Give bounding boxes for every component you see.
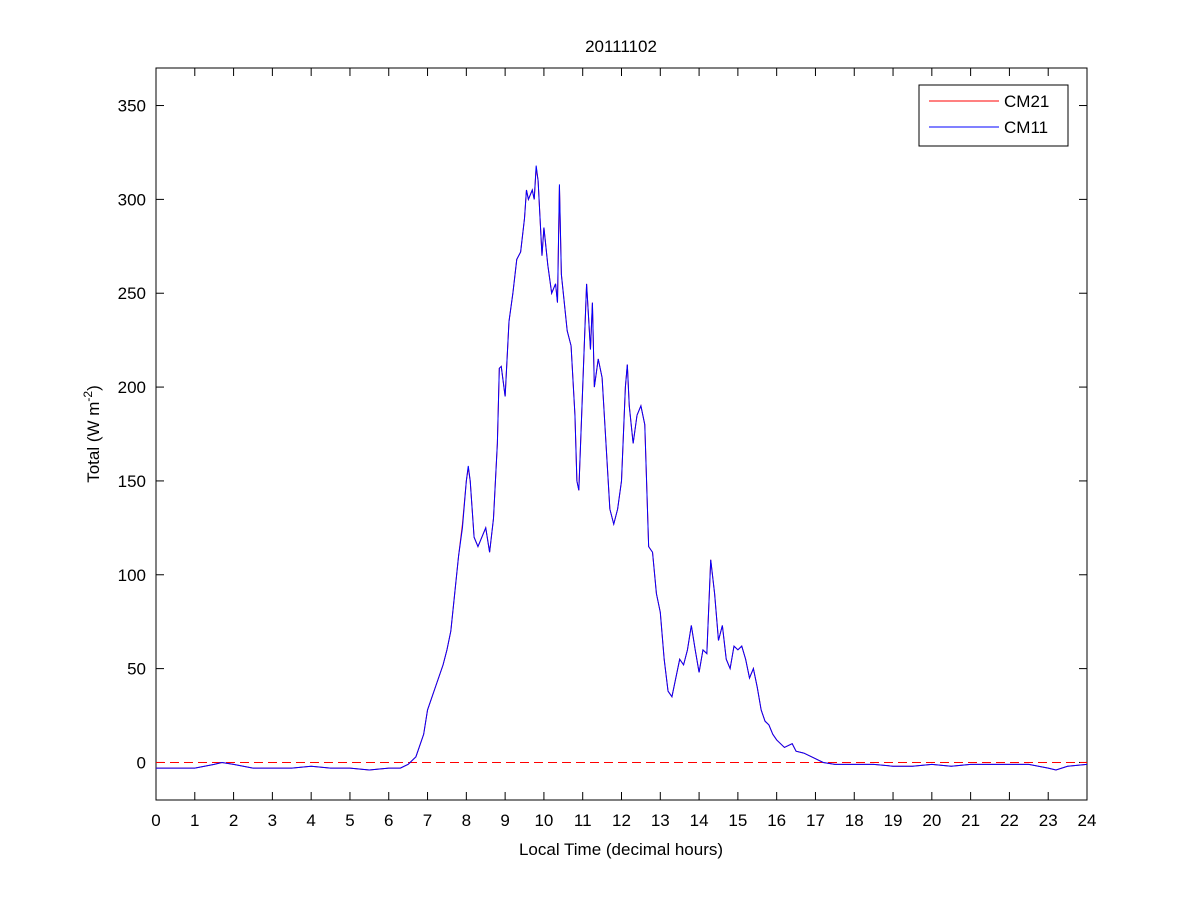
x-tick-label: 16 — [767, 811, 786, 830]
x-tick-label: 18 — [845, 811, 864, 830]
x-tick-label: 14 — [690, 811, 709, 830]
y-tick-label: 350 — [118, 97, 146, 116]
x-tick-label: 1 — [190, 811, 199, 830]
x-tick-label: 4 — [306, 811, 315, 830]
y-tick-label: 300 — [118, 190, 146, 209]
y-tick-label: 250 — [118, 284, 146, 303]
x-tick-label: 9 — [500, 811, 509, 830]
x-tick-label: 12 — [612, 811, 631, 830]
x-tick-label: 13 — [651, 811, 670, 830]
y-tick-label: 0 — [137, 753, 146, 772]
x-tick-label: 19 — [884, 811, 903, 830]
y-tick-label: 200 — [118, 378, 146, 397]
y-tick-label: 150 — [118, 472, 146, 491]
chart-title: 20111102 — [585, 37, 657, 56]
x-tick-label: 11 — [574, 811, 592, 830]
y-label-end: ) — [84, 385, 103, 391]
y-tick-label: 100 — [118, 566, 146, 585]
series-line — [156, 165, 1088, 771]
x-tick-label: 22 — [1000, 811, 1019, 830]
legend-label: CM11 — [1004, 118, 1048, 137]
legend-label: CM21 — [1004, 92, 1049, 111]
y-tick-label: 50 — [127, 660, 146, 679]
x-tick-label: 5 — [345, 811, 354, 830]
x-tick-label: 23 — [1039, 811, 1058, 830]
x-tick-label: 20 — [922, 811, 941, 830]
x-axis-label: Local Time (decimal hours) — [519, 840, 723, 859]
x-tick-label: 24 — [1078, 811, 1097, 830]
x-tick-label: 8 — [462, 811, 471, 830]
y-label-text: Total (W m — [84, 402, 103, 483]
y-axis-label: Total (W m-2) — [81, 385, 103, 483]
x-tick-label: 21 — [961, 811, 980, 830]
x-tick-label: 10 — [534, 811, 553, 830]
x-tick-label: 17 — [806, 811, 825, 830]
x-tick-label: 7 — [423, 811, 432, 830]
y-label-sup: -2 — [81, 391, 95, 402]
x-tick-label: 2 — [229, 811, 238, 830]
x-tick-label: 0 — [151, 811, 160, 830]
x-tick-label: 3 — [268, 811, 277, 830]
plot-box — [155, 67, 1088, 801]
x-tick-label: 6 — [384, 811, 393, 830]
x-tick-label: 15 — [728, 811, 747, 830]
legend-box — [918, 84, 1069, 147]
